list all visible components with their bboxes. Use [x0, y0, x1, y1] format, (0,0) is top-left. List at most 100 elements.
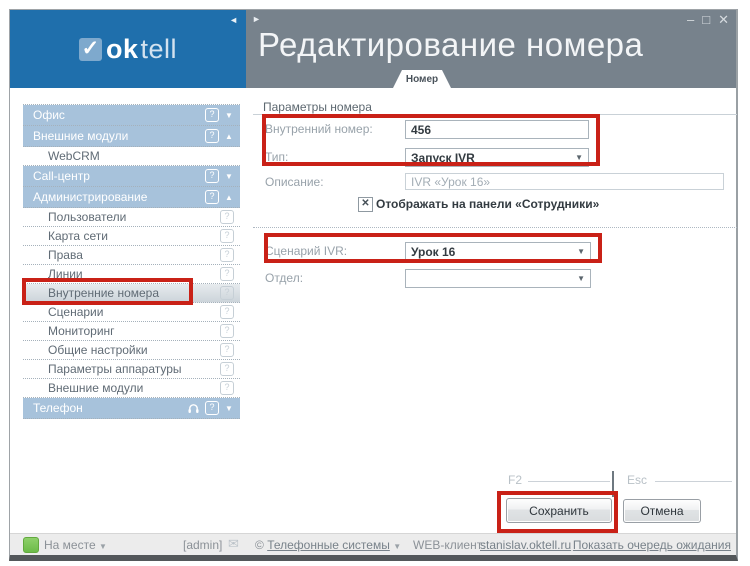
type-select[interactable]: Запуск IVR ▼ — [405, 148, 589, 167]
sidebar-item-call-center[interactable]: Call-центр? ▼ — [23, 166, 240, 187]
show-on-panel-label: Отображать на панели «Сотрудники» — [376, 197, 600, 211]
description-input: IVR «Урок 16» — [405, 173, 724, 190]
cancel-button[interactable]: Отмена — [623, 499, 701, 523]
ivr-script-select[interactable]: Урок 16 ▼ — [405, 242, 591, 261]
chevron-down-icon[interactable]: ▼ — [577, 247, 585, 256]
ivr-script-label: Сценарий IVR: — [265, 244, 348, 258]
sidebar-item-webcrm[interactable]: WebCRM — [23, 147, 240, 166]
main-header: ► – □ ✕ — [246, 10, 736, 88]
sidebar-menu: Офис? ▼ Внешние модули? ▲ WebCRM Call-центр? ▼… — [23, 104, 240, 419]
sidebar-item-label: Внешние модули — [33, 129, 129, 143]
chevron-down-icon[interactable]: ▼ — [575, 153, 583, 162]
close-icon[interactable]: ✕ — [718, 12, 729, 27]
help-icon[interactable]: ? — [220, 248, 234, 262]
chevron-down-icon[interactable]: ▼ — [225, 110, 233, 120]
app-window: ◄ ✓ ok tell ► – □ ✕ Редактирование номер… — [9, 9, 738, 561]
logo-text-bold: ok — [105, 33, 139, 64]
chevron-down-icon: ▼ — [393, 542, 402, 551]
sidebar-item-hardware-settings[interactable]: Параметры аппаратуры? — [23, 360, 240, 379]
sidebar-item-label: Линии — [48, 267, 83, 281]
help-icon[interactable]: ? — [205, 401, 219, 415]
company-menu[interactable]: © Телефонные системы ▼ — [255, 538, 401, 552]
help-icon[interactable]: ? — [220, 267, 234, 281]
oktell-logo: ✓ ok tell — [10, 10, 246, 88]
presence-status-icon[interactable] — [23, 537, 39, 553]
sidebar-item-label: Внутренние номера — [48, 286, 160, 300]
sidebar-item-label: Внешние модули — [48, 381, 144, 395]
sidebar-item-internal-numbers[interactable]: Внутренние номера? — [23, 284, 240, 303]
webclient-label: WEB-клиент: — [413, 538, 486, 552]
sidebar-item-phone[interactable]: Телефон? ▼ — [23, 398, 240, 419]
sidebar-item-label: Сценарии — [48, 305, 104, 319]
logo-check-icon: ✓ — [78, 37, 102, 61]
type-label: Тип: — [265, 150, 289, 164]
sidebar-item-label: Общие настройки — [48, 343, 148, 357]
sidebar-item-label: Права — [48, 248, 83, 262]
type-value: Запуск IVR — [411, 150, 475, 165]
presence-selector[interactable]: На месте ▼ — [44, 538, 107, 552]
chevron-down-icon[interactable]: ▼ — [225, 171, 233, 181]
status-bar: На месте ▼ [admin] ✉ © Телефонные систем… — [10, 533, 736, 555]
hint-line — [655, 481, 732, 482]
sidebar-item-label: Мониторинг — [48, 324, 115, 338]
help-icon[interactable]: ? — [205, 129, 219, 143]
chevron-down-icon[interactable]: ▼ — [577, 274, 585, 283]
envelope-icon[interactable]: ✉ — [228, 536, 239, 551]
company-link[interactable]: Телефонные системы — [267, 538, 390, 552]
hint-divider — [612, 471, 614, 497]
sidebar-item-general-settings[interactable]: Общие настройки? — [23, 341, 240, 360]
save-button[interactable]: Сохранить — [506, 498, 612, 523]
chevron-down-icon[interactable]: ▼ — [225, 403, 233, 413]
sidebar-item-external-modules-sub[interactable]: Внешние модули? — [23, 379, 240, 398]
internal-number-label: Внутренний номер: — [265, 122, 373, 136]
sidebar-item-lines[interactable]: Линии? — [23, 265, 240, 284]
panel-expand-icon[interactable]: ► — [252, 14, 261, 24]
maximize-icon[interactable]: □ — [702, 12, 711, 27]
help-icon[interactable]: ? — [220, 229, 234, 243]
sidebar-item-office[interactable]: Офис? ▼ — [23, 105, 240, 126]
window-controls: – □ ✕ — [687, 12, 729, 28]
chevron-up-icon[interactable]: ▲ — [225, 192, 233, 202]
help-icon[interactable]: ? — [220, 286, 234, 300]
help-icon[interactable]: ? — [205, 190, 219, 204]
show-waiting-queue-link[interactable]: Показать очередь ожидания — [572, 538, 731, 552]
cancel-hotkey-hint: Esc — [627, 473, 648, 487]
help-icon[interactable]: ? — [220, 210, 234, 224]
sidebar-item-network-map[interactable]: Карта сети? — [23, 227, 240, 246]
help-icon[interactable]: ? — [220, 324, 234, 338]
show-on-panel-checkbox[interactable]: ✕ — [358, 197, 373, 212]
sidebar-collapse-icon[interactable]: ◄ — [229, 15, 238, 25]
current-user: [admin] — [183, 538, 223, 552]
chevron-down-icon: ▼ — [98, 542, 107, 551]
page-title: Редактирование номера — [258, 26, 644, 63]
presence-label: На месте — [44, 538, 96, 552]
copyright-sign: © — [255, 538, 264, 552]
internal-number-input[interactable]: 456 — [405, 120, 589, 139]
department-select[interactable]: ▼ — [405, 269, 591, 288]
ivr-script-value: Урок 16 — [411, 244, 456, 259]
logo-text-light: tell — [140, 33, 178, 64]
chevron-up-icon[interactable]: ▲ — [225, 131, 233, 141]
minimize-icon[interactable]: – — [687, 12, 695, 27]
help-icon[interactable]: ? — [205, 108, 219, 122]
tab-number[interactable]: Номер — [393, 70, 451, 88]
sidebar-item-administration[interactable]: Администрирование? ▲ — [23, 187, 240, 208]
description-value: IVR «Урок 16» — [411, 174, 491, 189]
help-icon[interactable]: ? — [220, 343, 234, 357]
description-label: Описание: — [265, 175, 324, 189]
internal-number-value: 456 — [411, 122, 432, 137]
help-icon[interactable]: ? — [205, 169, 219, 183]
help-icon[interactable]: ? — [220, 305, 234, 319]
help-icon[interactable]: ? — [220, 362, 234, 376]
sidebar-item-label: Карта сети — [48, 229, 108, 243]
webclient-link[interactable]: stanislav.oktell.ru — [480, 538, 572, 552]
sidebar-item-users[interactable]: Пользователи? — [23, 208, 240, 227]
sidebar-item-rights[interactable]: Права? — [23, 246, 240, 265]
sidebar-item-monitoring[interactable]: Мониторинг? — [23, 322, 240, 341]
sidebar-item-scenarios[interactable]: Сценарии? — [23, 303, 240, 322]
sidebar-item-label: Пользователи — [48, 210, 127, 224]
sidebar-item-label: Администрирование — [33, 190, 148, 204]
sidebar-item-external-modules[interactable]: Внешние модули? ▲ — [23, 126, 240, 147]
help-icon[interactable]: ? — [220, 381, 234, 395]
